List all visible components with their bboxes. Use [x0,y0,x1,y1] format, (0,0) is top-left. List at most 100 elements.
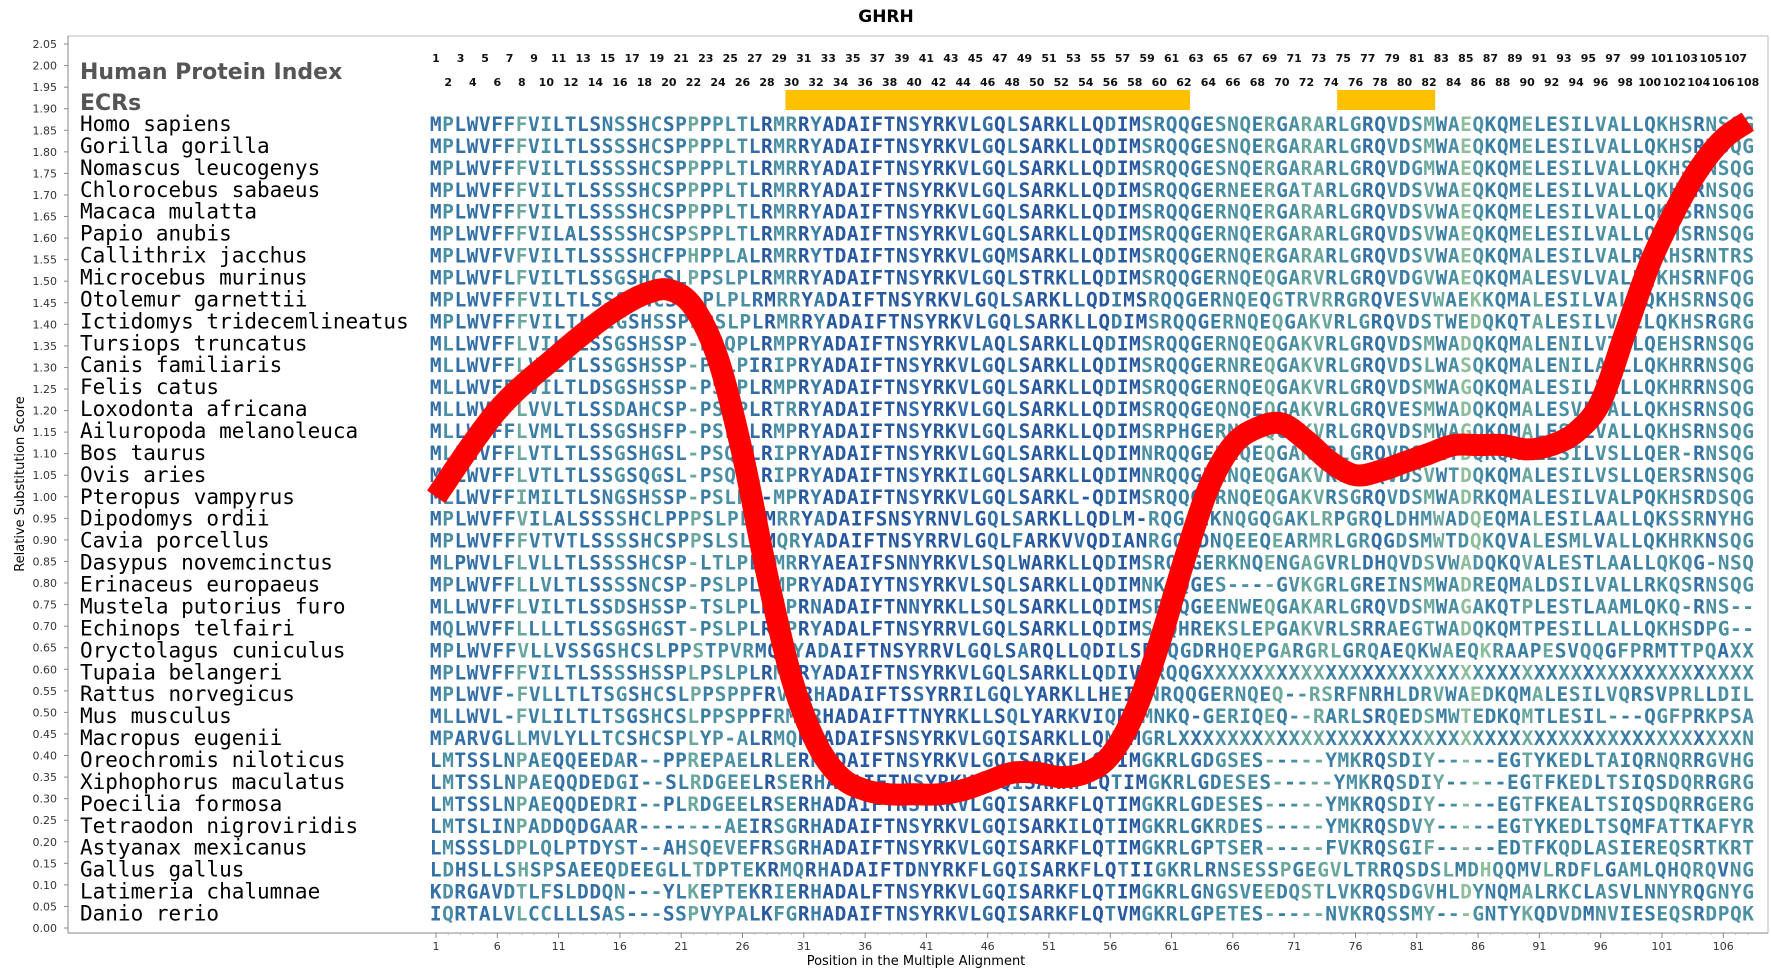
protein-index-odd: 13 [575,52,590,65]
protein-index-even: 78 [1372,76,1387,89]
protein-index-odd: 29 [772,52,787,65]
protein-index-even: 22 [686,76,701,89]
y-tick-label: 1.45 [33,297,58,310]
species-label: Papio anubis [80,222,232,246]
y-tick-label: 0.05 [33,900,58,913]
protein-index-odd: 81 [1409,52,1424,65]
x-tick-label: 81 [1410,940,1424,953]
protein-index-even: 44 [956,76,972,89]
sequence-row: MPLWVFFFVILTLSSSSHSSPLPSLPLRMRRYADAIFTNS… [430,661,1754,684]
ecr-regions [785,90,1436,110]
protein-index-odd: 49 [1017,52,1032,65]
y-tick-label: 1.50 [33,275,58,288]
y-tick-label: 0.55 [33,685,58,698]
protein-index-even: 60 [1152,76,1168,89]
protein-index-odd: 27 [747,52,762,65]
y-tick-label: 1.80 [33,146,58,159]
protein-index-even: 48 [1005,76,1020,89]
sequence-row: LMTSSLNPAEQQEEDAR--PPREPAELRLERHADAIFTNS… [430,749,1754,772]
protein-index-odd: 3 [457,52,465,65]
sequence-row: MPLWVF-FVLLTLTSGSHCSLPPSPPFRVRRHADAIFTSS… [430,683,1754,706]
y-tick-label: 0.95 [33,512,58,525]
human-protein-index: 1 3 5 7 9 11 13 15 17 19 21 23 25 27 29 31 33 35 37 39 41 43 4… [432,52,1759,89]
protein-index-odd: 101 [1651,52,1674,65]
species-label: Dasypus novemcinctus [80,551,333,575]
protein-index-even: 74 [1323,76,1339,89]
y-tick-label: 0.25 [33,814,58,827]
species-label: Cavia porcellus [80,529,270,553]
protein-index-odd: 17 [625,52,640,65]
protein-index-odd: 35 [845,52,860,65]
protein-index-odd: 7 [506,52,514,65]
y-tick-label: 0.15 [33,857,58,870]
ecr-bar [1337,90,1436,110]
protein-index-even: 28 [759,76,774,89]
protein-index-even: 64 [1201,76,1217,89]
substitution-score-line [426,112,1755,806]
y-tick-label: 1.60 [33,232,58,245]
sequence-row: MQLWVFFLLLLTLSSGSHGST-PSLPLRMPRYADALFTNS… [430,617,1754,640]
y-tick-label: 1.40 [33,318,58,331]
y-tick-label: 2.00 [33,60,58,73]
sequence-row: MPLWVFFVILALSSSSHCLPPPSLPLRMRRYADAIFSNSY… [430,508,1754,531]
protein-index-even: 46 [980,76,996,89]
x-tick-label: 96 [1594,940,1608,953]
species-label: Otolemur garnettii [80,287,308,311]
sequence-row: LMTSSLNPAEQQDEDGI--SLRDGEELRSERHADAIFTNS… [430,771,1754,794]
protein-index-even: 2 [444,76,452,89]
protein-index-odd: 21 [674,52,689,65]
chart-title: GHRH [858,7,914,27]
protein-index-even: 70 [1274,76,1290,89]
x-tick-label: 16 [613,940,627,953]
protein-index-even: 106 [1712,76,1735,89]
sequence-row: MPLWVFFVLLVSSGSHCSLPPSTPVRMQRYADAIFTNSYR… [430,639,1754,662]
y-axis-label: Relative Substitution Score [13,396,28,572]
x-tick-label: 26 [736,940,750,953]
species-label: Erinaceus europaeus [80,573,320,597]
x-tick-label: 51 [1042,940,1056,953]
x-tick-label: 46 [981,940,995,953]
x-tick-label: 76 [1349,940,1363,953]
protein-index-odd: 75 [1336,52,1351,65]
species-label: Latimeria chalumnae [80,880,320,904]
protein-index-even: 86 [1470,76,1486,89]
protein-index-odd: 67 [1238,52,1253,65]
protein-index-odd: 97 [1605,52,1620,65]
protein-index-even: 18 [637,76,652,89]
protein-index-even: 84 [1446,76,1462,89]
protein-index-odd: 91 [1532,52,1547,65]
protein-index-odd: 25 [723,52,738,65]
species-label: Nomascus leucogenys [80,156,320,180]
protein-index-even: 24 [710,76,726,89]
species-label: Gallus gallus [80,858,244,882]
y-tick-label: 0.20 [33,836,58,849]
protein-index-even: 52 [1054,76,1069,89]
human-protein-index-label: Human Protein Index [80,60,342,85]
protein-index-even: 30 [784,76,800,89]
protein-index-odd: 9 [530,52,538,65]
y-axis-ticks: 0.00 0.05 0.10 0.15 0.20 0.25 0.30 0.35 0.40 0.45… [33,38,68,935]
sequence-row: MPLWVFFFVILTLSSSSHCSPPPPLTLRMRRYADAIFTNS… [430,201,1754,224]
protein-index-even: 104 [1687,76,1710,89]
protein-index-even: 56 [1103,76,1119,89]
protein-index-odd: 47 [992,52,1007,65]
protein-index-even: 100 [1638,76,1661,89]
protein-index-odd: 103 [1675,52,1698,65]
protein-index-even: 96 [1593,76,1609,89]
y-tick-label: 0.40 [33,750,58,763]
y-tick-label: 1.90 [33,103,58,116]
protein-index-odd: 1 [432,52,440,65]
y-tick-label: 1.30 [33,361,58,374]
protein-index-even: 102 [1663,76,1686,89]
sequence-row: MLLWVFFLVILTLSSGSHSSP-PSQPLRMPRYADAIFTNS… [430,332,1754,355]
species-label: Felis catus [80,375,219,399]
protein-index-odd: 23 [698,52,713,65]
species-label: Danio rerio [80,901,219,925]
ecrs-label: ECRs [80,91,141,116]
sequence-row: LMSSSLDPLQLPTDYST--AHSQEVEFRSGRHADAIFTNS… [430,837,1754,860]
sequence-row: KDRGAVDTLFSLDDQN---YLKEPTEKRIERHADALFTNS… [430,881,1754,904]
y-tick-label: 2.05 [33,38,58,51]
protein-index-odd: 69 [1262,52,1277,65]
species-label: Macaca mulatta [80,200,257,224]
protein-index-even: 108 [1736,76,1759,89]
